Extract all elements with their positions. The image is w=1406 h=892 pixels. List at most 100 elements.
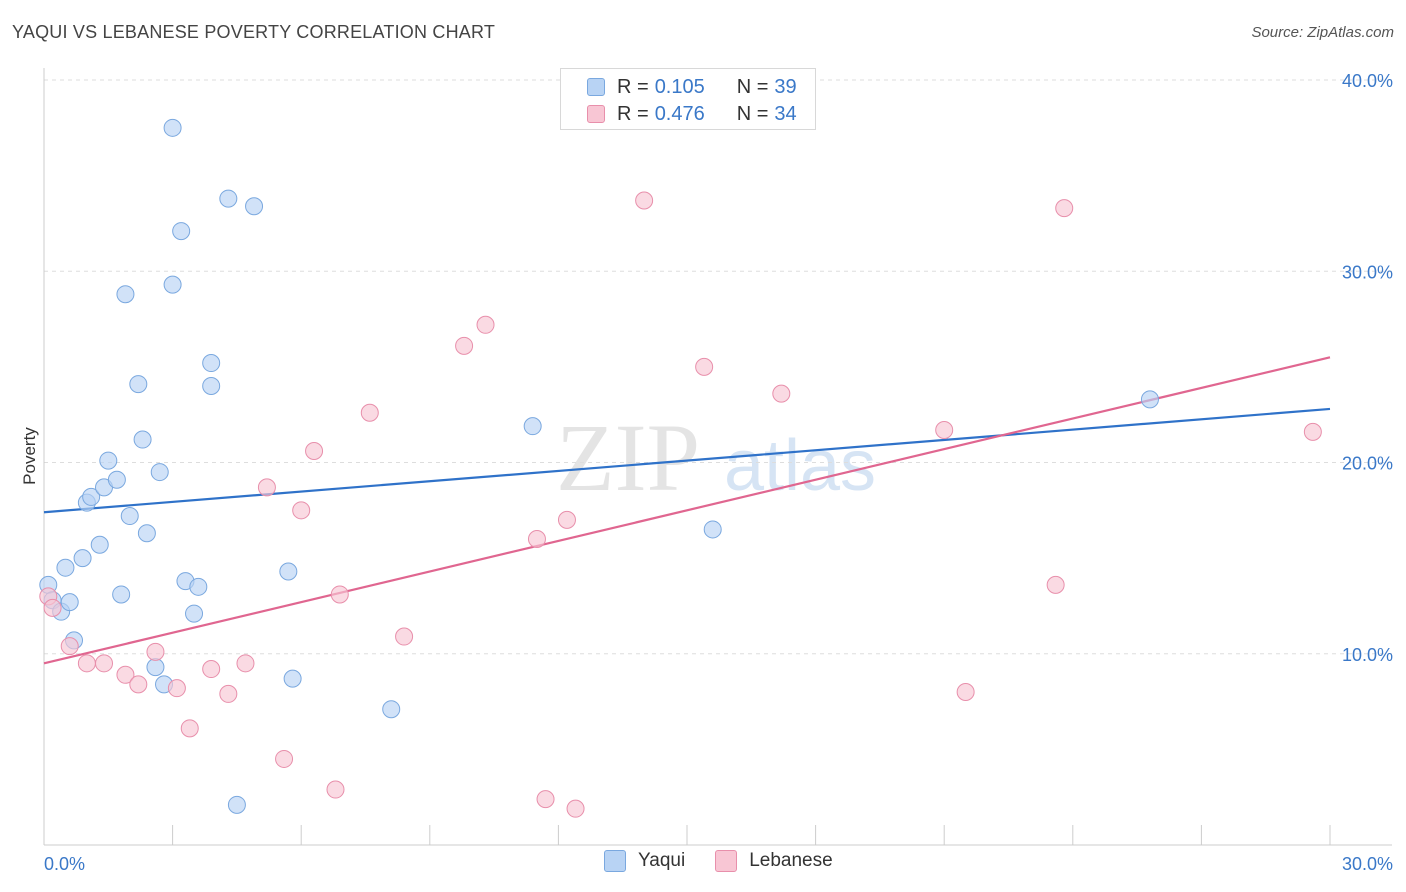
yaqui-point [703,520,722,539]
yaqui-point [60,593,79,612]
stats-row-lebanese: R = 0.476 N = 34 [587,100,797,128]
yaqui-point [245,197,264,216]
yaqui-point [146,658,165,677]
lebanese-point [326,780,345,799]
n-value: 34 [774,102,797,125]
y-tick-label: 10.0% [1342,645,1393,665]
y-tick-label: 40.0% [1342,71,1393,91]
yaqui-point [163,118,182,137]
legend-item-yaqui[interactable]: Yaqui [604,850,685,872]
lebanese-point [635,191,654,210]
yaqui-point [227,795,246,814]
r-value: 0.105 [654,75,705,98]
yaqui-point [90,535,109,554]
yaqui-point [279,562,298,581]
yaqui-swatch [587,78,605,96]
axes [43,68,1392,846]
lebanese-point [536,790,555,809]
lebanese-point [360,403,379,422]
lebanese-point [116,665,135,684]
lebanese-point [1303,422,1322,441]
yaqui-point [120,507,139,526]
n-label: N = [736,102,769,125]
yaqui-point [202,354,221,373]
yaqui-point [202,377,221,395]
y-tick-label: 30.0% [1342,262,1393,282]
y-axis-label: Poverty [20,427,39,485]
lebanese-point [1055,199,1074,218]
gridlines [44,79,1392,655]
trend-lines [43,356,1331,665]
yaqui-point [73,549,92,568]
n-label: N = [736,75,769,98]
yaqui-point [189,577,208,596]
lebanese-point [330,585,349,604]
stats-legend: R = 0.105 N = 39 R = 0.476 N = 34 [560,68,816,130]
r-label: R = [617,102,649,125]
lebanese-point [180,719,199,738]
x-tick-label-min: 0.0% [44,854,85,874]
lebanese-point [257,478,276,497]
lebanese-legend-swatch [715,850,738,872]
lebanese-point [1046,575,1065,594]
lebanese-point [527,530,546,548]
lebanese-point [455,336,474,355]
chart-title: YAQUI VS LEBANESE POVERTY CORRELATION CH… [12,22,496,42]
legend-item-lebanese[interactable]: Lebanese [715,850,833,872]
lebanese-trend-line [43,356,1331,665]
tick-labels: 10.0% 20.0% 30.0% 40.0% 0.0% 30.0% [44,71,1393,874]
legend-label-lebanese: Lebanese [749,850,833,871]
yaqui-point [133,430,152,449]
yaqui-point [150,463,169,482]
lebanese-point [43,598,62,617]
r-label: R = [617,75,649,98]
yaqui-point [56,558,75,577]
yaqui-point [1140,390,1159,409]
yaqui-point [137,524,156,543]
yaqui-point [107,470,126,489]
lebanese-point [566,799,585,818]
stats-row-yaqui: R = 0.105 N = 39 [587,73,797,101]
y-tick-label: 20.0% [1342,454,1393,474]
lebanese-point [77,654,96,673]
lebanese-point [476,315,495,334]
yaqui-point [219,189,238,208]
lebanese-point [219,684,238,703]
yaqui-point [172,222,191,241]
lebanese-point [292,501,311,520]
lebanese-point [695,357,714,376]
yaqui-point [99,451,118,470]
yaqui-point [382,700,401,719]
watermark-atlas: atlas [724,426,876,506]
lebanese-point [956,683,975,701]
x-tick-label-max: 30.0% [1342,854,1393,874]
r-value: 0.476 [654,102,705,125]
data-points [39,118,1322,818]
yaqui-point [112,585,131,604]
lebanese-point [275,749,294,768]
lebanese-swatch [587,105,605,123]
yaqui-point [129,375,148,394]
yaqui-point [185,604,204,623]
yaqui-trend-line [43,407,1331,514]
lebanese-point [557,510,576,529]
legend-label-yaqui: Yaqui [638,850,686,871]
lebanese-point [129,675,148,694]
lebanese-point [236,654,255,673]
lebanese-point [202,660,221,679]
watermark-zip: ZIP [556,404,700,511]
source-label: Source: ZipAtlas.com [1251,24,1394,41]
yaqui-point [283,669,302,688]
yaqui-point [116,285,135,304]
lebanese-point [146,642,165,661]
lebanese-point [772,384,791,403]
lebanese-point [305,442,324,461]
yaqui-point [163,275,182,294]
watermark: ZIP atlas [556,404,876,511]
lebanese-point [935,420,954,439]
lebanese-point [60,637,79,656]
lebanese-point [95,654,114,673]
n-value: 39 [774,75,797,98]
yaqui-point [82,487,101,506]
